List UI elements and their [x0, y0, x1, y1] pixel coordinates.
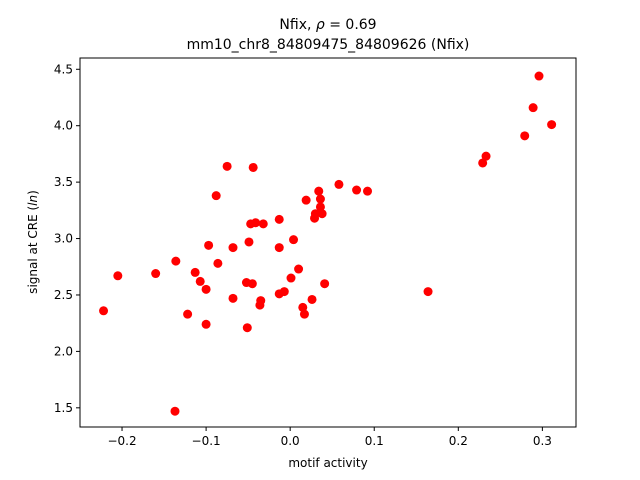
data-point	[481, 151, 491, 161]
data-point	[286, 273, 296, 283]
data-point	[204, 240, 214, 250]
data-point	[334, 179, 344, 189]
data-point	[244, 237, 254, 247]
data-point	[528, 103, 538, 113]
data-point	[228, 293, 238, 303]
data-point	[201, 319, 211, 329]
points-layer	[99, 71, 557, 416]
data-point	[256, 296, 266, 306]
data-point	[274, 243, 284, 253]
data-point	[279, 287, 289, 297]
data-point	[171, 256, 181, 266]
x-axis-ticks: −0.2 −0.1 0.0 0.1 0.2 0.3	[107, 427, 552, 448]
x-tick-label: −0.1	[192, 434, 221, 448]
data-point	[534, 71, 544, 81]
y-tick-label: 2.5	[54, 288, 73, 302]
data-point	[258, 219, 268, 229]
y-axis-ticks: 1.5 2.0 2.5 3.0 3.5 4.0 4.5	[54, 62, 80, 415]
y-tick-label: 3.0	[54, 232, 73, 246]
x-tick-label: 0.2	[449, 434, 468, 448]
data-point	[352, 185, 362, 195]
data-point	[170, 406, 180, 416]
x-tick-label: 0.3	[533, 434, 552, 448]
data-point	[299, 309, 309, 319]
data-point	[222, 161, 232, 171]
y-tick-label: 1.5	[54, 401, 73, 415]
y-tick-label: 4.0	[54, 119, 73, 133]
data-point	[211, 191, 221, 201]
y-tick-label: 2.0	[54, 344, 73, 358]
data-point	[190, 267, 200, 277]
data-point	[315, 194, 325, 204]
data-point	[478, 158, 488, 168]
data-point	[248, 162, 258, 172]
data-point	[195, 276, 205, 286]
x-tick-label: 0.1	[365, 434, 384, 448]
data-point	[520, 131, 530, 141]
y-tick-label: 4.5	[54, 62, 73, 76]
data-point	[547, 120, 557, 130]
plot-area-frame	[79, 57, 577, 428]
data-point	[113, 271, 123, 281]
data-point	[251, 218, 261, 228]
x-tick-label: −0.2	[107, 434, 136, 448]
x-tick-label: 0.0	[281, 434, 300, 448]
data-point	[294, 264, 304, 274]
data-point	[317, 209, 327, 219]
data-point	[274, 214, 284, 224]
data-point	[315, 202, 325, 212]
data-point	[289, 235, 299, 245]
data-point	[99, 306, 109, 316]
data-point	[228, 243, 238, 253]
y-axis-label: signal at CRE (ln)	[26, 190, 40, 294]
data-point	[363, 186, 373, 196]
data-point	[213, 258, 223, 268]
data-point	[201, 284, 211, 294]
data-point	[423, 287, 433, 297]
data-point	[310, 209, 320, 219]
data-point	[183, 309, 193, 319]
chart-title-line2: mm10_chr8_84809475_84809626 (Nfix)	[187, 37, 470, 53]
data-point	[242, 323, 252, 333]
data-point	[298, 302, 308, 312]
y-tick-label: 3.5	[54, 175, 73, 189]
data-point	[307, 294, 317, 304]
x-axis-label: motif activity	[288, 456, 367, 470]
data-point	[151, 269, 161, 279]
data-point	[314, 186, 324, 196]
data-point	[301, 195, 311, 205]
chart-title-line1: Nfix, ρ = 0.69	[279, 17, 376, 33]
data-point	[247, 279, 257, 289]
data-point	[320, 279, 330, 289]
